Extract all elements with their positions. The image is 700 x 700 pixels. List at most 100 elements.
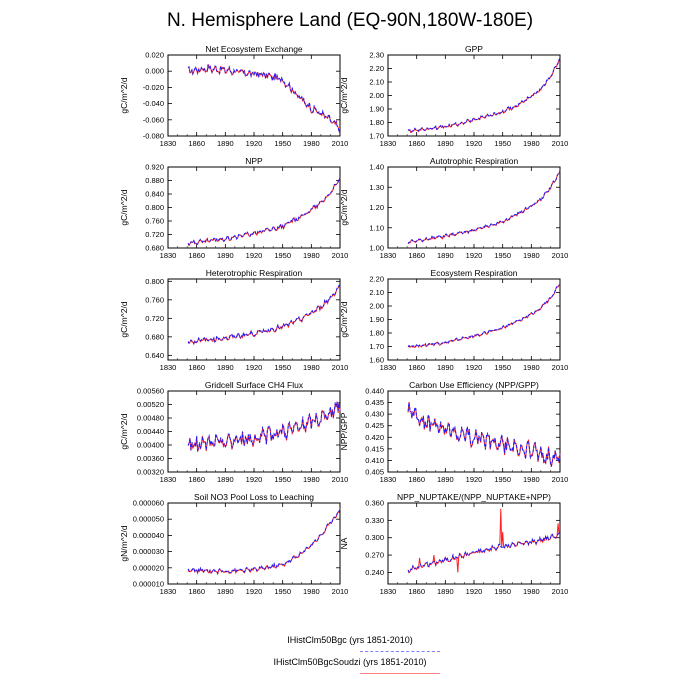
x-tick-label: 1920 [246, 251, 263, 260]
y-tick-label: 0.420 [365, 433, 384, 442]
y-tick-label: -0.080 [143, 132, 164, 141]
x-tick-label: 2010 [552, 475, 569, 484]
y-axis-label: gC/m^2/d [119, 413, 129, 449]
x-tick-label: 1920 [466, 251, 483, 260]
legend-line-case2 [360, 673, 440, 674]
panel-autotrophic-respiration: Autotrophic Respiration gC/m^2/d 1830 1860 1… [339, 156, 568, 260]
panel-title: Soil NO3 Pool Loss to Leaching [194, 492, 314, 502]
x-tick-label: 1980 [523, 363, 540, 372]
series-line-case1 [407, 532, 561, 574]
y-tick-label: 2.00 [369, 91, 384, 100]
y-tick-label: 0.360 [365, 499, 384, 508]
x-tick-label: 1980 [523, 251, 540, 260]
series-line-case2 [407, 170, 561, 245]
y-tick-label: 0.425 [365, 421, 384, 430]
x-tick-label: 1860 [188, 475, 205, 484]
y-tick-label: 1.90 [369, 105, 384, 114]
x-tick-label: 2010 [332, 139, 349, 148]
y-tick-label: 0.000020 [133, 563, 164, 572]
y-tick-label: -0.040 [143, 99, 164, 108]
y-tick-label: 1.70 [369, 342, 384, 351]
y-tick-label: 0.000060 [133, 499, 164, 508]
panel-title: Autotrophic Respiration [430, 156, 519, 166]
plot-frame [387, 502, 561, 585]
y-tick-label: 0.800 [145, 277, 164, 286]
panel-net-ecosystem-exchange: Net Ecosystem Exchange gC/m^2/d 1830 1860 18… [119, 44, 348, 148]
y-axis-label: gC/m^2/d [119, 77, 129, 113]
panel-title: Net Ecosystem Exchange [205, 44, 303, 54]
y-tick-label: 0.880 [145, 176, 164, 185]
y-tick-label: 2.30 [369, 51, 384, 60]
y-tick-label: 1.40 [369, 163, 384, 172]
x-tick-label: 1830 [380, 587, 397, 596]
x-tick-label: 1950 [494, 251, 511, 260]
x-tick-label: 1920 [466, 475, 483, 484]
x-tick-label: 1830 [380, 475, 397, 484]
y-tick-label: 0.415 [365, 444, 384, 453]
x-tick-label: 1830 [380, 363, 397, 372]
x-tick-label: 1980 [523, 587, 540, 596]
y-tick-label: 0.020 [145, 51, 164, 60]
y-tick-label: -0.020 [143, 83, 164, 92]
series-line-case1 [187, 176, 341, 246]
panel-ecosystem-respiration: Ecosystem Respiration gC/m^2/d 1830 1860 189… [339, 268, 568, 372]
y-tick-label: 0.00400 [137, 441, 164, 450]
x-tick-label: 1950 [274, 139, 291, 148]
y-tick-label: 0.000030 [133, 547, 164, 556]
x-tick-label: 1830 [380, 251, 397, 260]
y-tick-label: 0.760 [145, 295, 164, 304]
y-tick-label: 0.240 [365, 568, 384, 577]
x-tick-label: 1890 [217, 475, 234, 484]
x-tick-label: 2010 [332, 363, 349, 372]
x-tick-label: 1950 [274, 251, 291, 260]
y-tick-label: 0.440 [365, 387, 384, 396]
panel-title: Heterotrophic Respiration [206, 268, 303, 278]
panel-title: Gridcell Surface CH4 Flux [205, 380, 304, 390]
legend-line-case1 [360, 651, 440, 652]
series-line-case1 [187, 401, 341, 452]
y-tick-label: 1.60 [369, 356, 384, 365]
y-tick-label: 0.00480 [137, 414, 164, 423]
y-tick-label: 0.300 [365, 533, 384, 542]
series-line-case2 [188, 64, 341, 134]
x-tick-label: 1980 [303, 139, 320, 148]
y-tick-label: 2.00 [369, 302, 384, 311]
x-tick-label: 2010 [332, 251, 349, 260]
x-tick-label: 1890 [217, 363, 234, 372]
y-axis-label: NA [339, 537, 349, 549]
y-tick-label: 0.720 [145, 230, 164, 239]
y-tick-label: 1.70 [369, 132, 384, 141]
y-tick-label: 0.680 [145, 244, 164, 253]
y-axis-label: gC/m^2/d [339, 77, 349, 113]
x-tick-label: 1980 [303, 475, 320, 484]
legend-label-case2: IHistClm50BgcSoudzi (yrs 1851-2010) [273, 657, 427, 667]
plot-frame [167, 54, 341, 137]
y-axis-label: NPP/GPP [339, 412, 349, 450]
series-line-case2 [187, 401, 341, 452]
x-tick-label: 1860 [408, 587, 425, 596]
y-tick-label: 0.720 [145, 314, 164, 323]
x-tick-label: 1890 [437, 251, 454, 260]
x-tick-label: 1830 [160, 139, 177, 148]
panel-title: GPP [465, 44, 483, 54]
x-tick-label: 1950 [494, 363, 511, 372]
panel-gpp: GPP gC/m^2/d 1830 1860 1890 1920 1950 1980 2010 1… [339, 44, 568, 148]
y-tick-label: 0.410 [365, 456, 384, 465]
panel-title: NPP [245, 156, 263, 166]
y-axis-label: gN/m^2/d [119, 525, 129, 561]
y-tick-label: 0.000050 [133, 515, 164, 524]
series-line-case1 [407, 283, 561, 348]
y-tick-label: 1.90 [369, 315, 384, 324]
y-tick-label: 1.00 [369, 244, 384, 253]
x-tick-label: 1860 [408, 251, 425, 260]
x-tick-label: 1920 [466, 587, 483, 596]
x-tick-label: 1860 [188, 363, 205, 372]
y-axis-label: gC/m^2/d [119, 301, 129, 337]
series-line-case2 [187, 177, 341, 247]
y-tick-label: 0.00440 [137, 427, 164, 436]
y-tick-label: 0.640 [145, 351, 164, 360]
y-tick-label: 0.435 [365, 398, 384, 407]
y-axis-label: gC/m^2/d [339, 189, 349, 225]
x-tick-label: 1830 [380, 139, 397, 148]
